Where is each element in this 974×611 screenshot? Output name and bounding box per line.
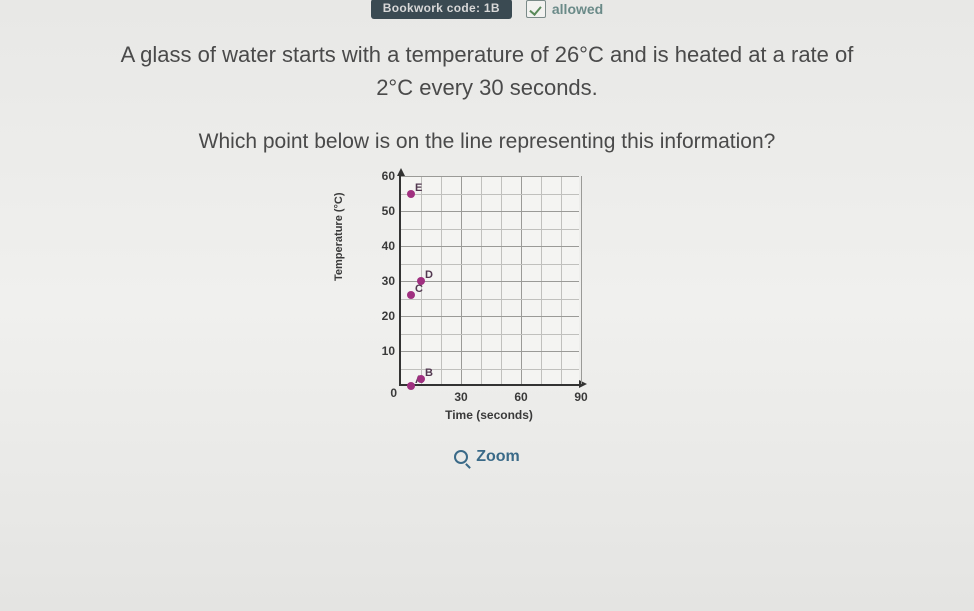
- sub-question-text: Which point below is on the line represe…: [0, 130, 974, 154]
- q-part: .: [592, 75, 598, 100]
- allowed-label: allowed: [552, 1, 603, 17]
- gridline-vertical: [581, 176, 582, 384]
- chart: Temperature (°C) 0 102030405060306090ABC…: [347, 176, 627, 422]
- gridline-horizontal: [401, 316, 579, 317]
- chart-point-c[interactable]: [407, 291, 415, 299]
- q-rate-temp: 2°C: [376, 75, 413, 100]
- gridline-horizontal: [401, 246, 579, 247]
- y-tick-label: 40: [382, 239, 395, 253]
- gridline-horizontal: [401, 299, 579, 300]
- question-text: A glass of water starts with a temperatu…: [0, 38, 974, 104]
- x-tick-label: 90: [574, 390, 587, 404]
- gridline-vertical: [441, 176, 442, 384]
- bookwork-code-pill: Bookwork code: 1B: [371, 0, 512, 19]
- chart-point-a[interactable]: [407, 382, 415, 390]
- gridline-horizontal: [401, 334, 579, 335]
- gridline-horizontal: [401, 264, 579, 265]
- gridline-horizontal: [401, 194, 579, 195]
- x-tick-label: 60: [514, 390, 527, 404]
- chart-point-label-d: D: [425, 269, 433, 281]
- gridline-vertical: [501, 176, 502, 384]
- y-axis-arrow-icon: [397, 168, 405, 176]
- gridline-horizontal: [401, 211, 579, 212]
- q-part: A glass of water starts with a temperatu…: [121, 42, 555, 67]
- chart-point-d[interactable]: [417, 277, 425, 285]
- chart-point-e[interactable]: [407, 190, 415, 198]
- chart-point-b[interactable]: [417, 375, 425, 383]
- calculator-allowed-icon: [526, 0, 546, 18]
- plot-area: 0 102030405060306090ABCDE: [399, 176, 579, 386]
- gridline-vertical: [481, 176, 482, 384]
- origin-label: 0: [390, 386, 397, 400]
- y-tick-label: 10: [382, 344, 395, 358]
- gridline-vertical: [461, 176, 462, 384]
- y-tick-label: 20: [382, 309, 395, 323]
- top-bar: Bookwork code: 1B allowed: [0, 0, 974, 18]
- x-axis-label: Time (seconds): [399, 408, 579, 422]
- gridline-vertical: [521, 176, 522, 384]
- gridline-horizontal: [401, 229, 579, 230]
- gridline-horizontal: [401, 176, 579, 177]
- q-part: every: [413, 75, 479, 100]
- zoom-label: Zoom: [476, 448, 520, 466]
- y-tick-label: 50: [382, 204, 395, 218]
- q-part: and is heated at a rate of: [604, 42, 854, 67]
- x-tick-label: 30: [454, 390, 467, 404]
- magnifier-icon: [454, 450, 468, 464]
- gridline-horizontal: [401, 351, 579, 352]
- y-tick-label: 60: [382, 169, 395, 183]
- q-rate-time: 30 seconds: [479, 75, 592, 100]
- chart-point-label-e: E: [415, 182, 422, 194]
- gridline-vertical: [561, 176, 562, 384]
- chart-point-label-b: B: [425, 367, 433, 379]
- gridline-vertical: [541, 176, 542, 384]
- allowed-indicator: allowed: [526, 0, 603, 18]
- y-tick-label: 30: [382, 274, 395, 288]
- gridline-horizontal: [401, 281, 579, 282]
- zoom-button[interactable]: Zoom: [0, 448, 974, 466]
- y-axis-label: Temperature (°C): [333, 192, 345, 281]
- q-temp-start: 26°C: [555, 42, 604, 67]
